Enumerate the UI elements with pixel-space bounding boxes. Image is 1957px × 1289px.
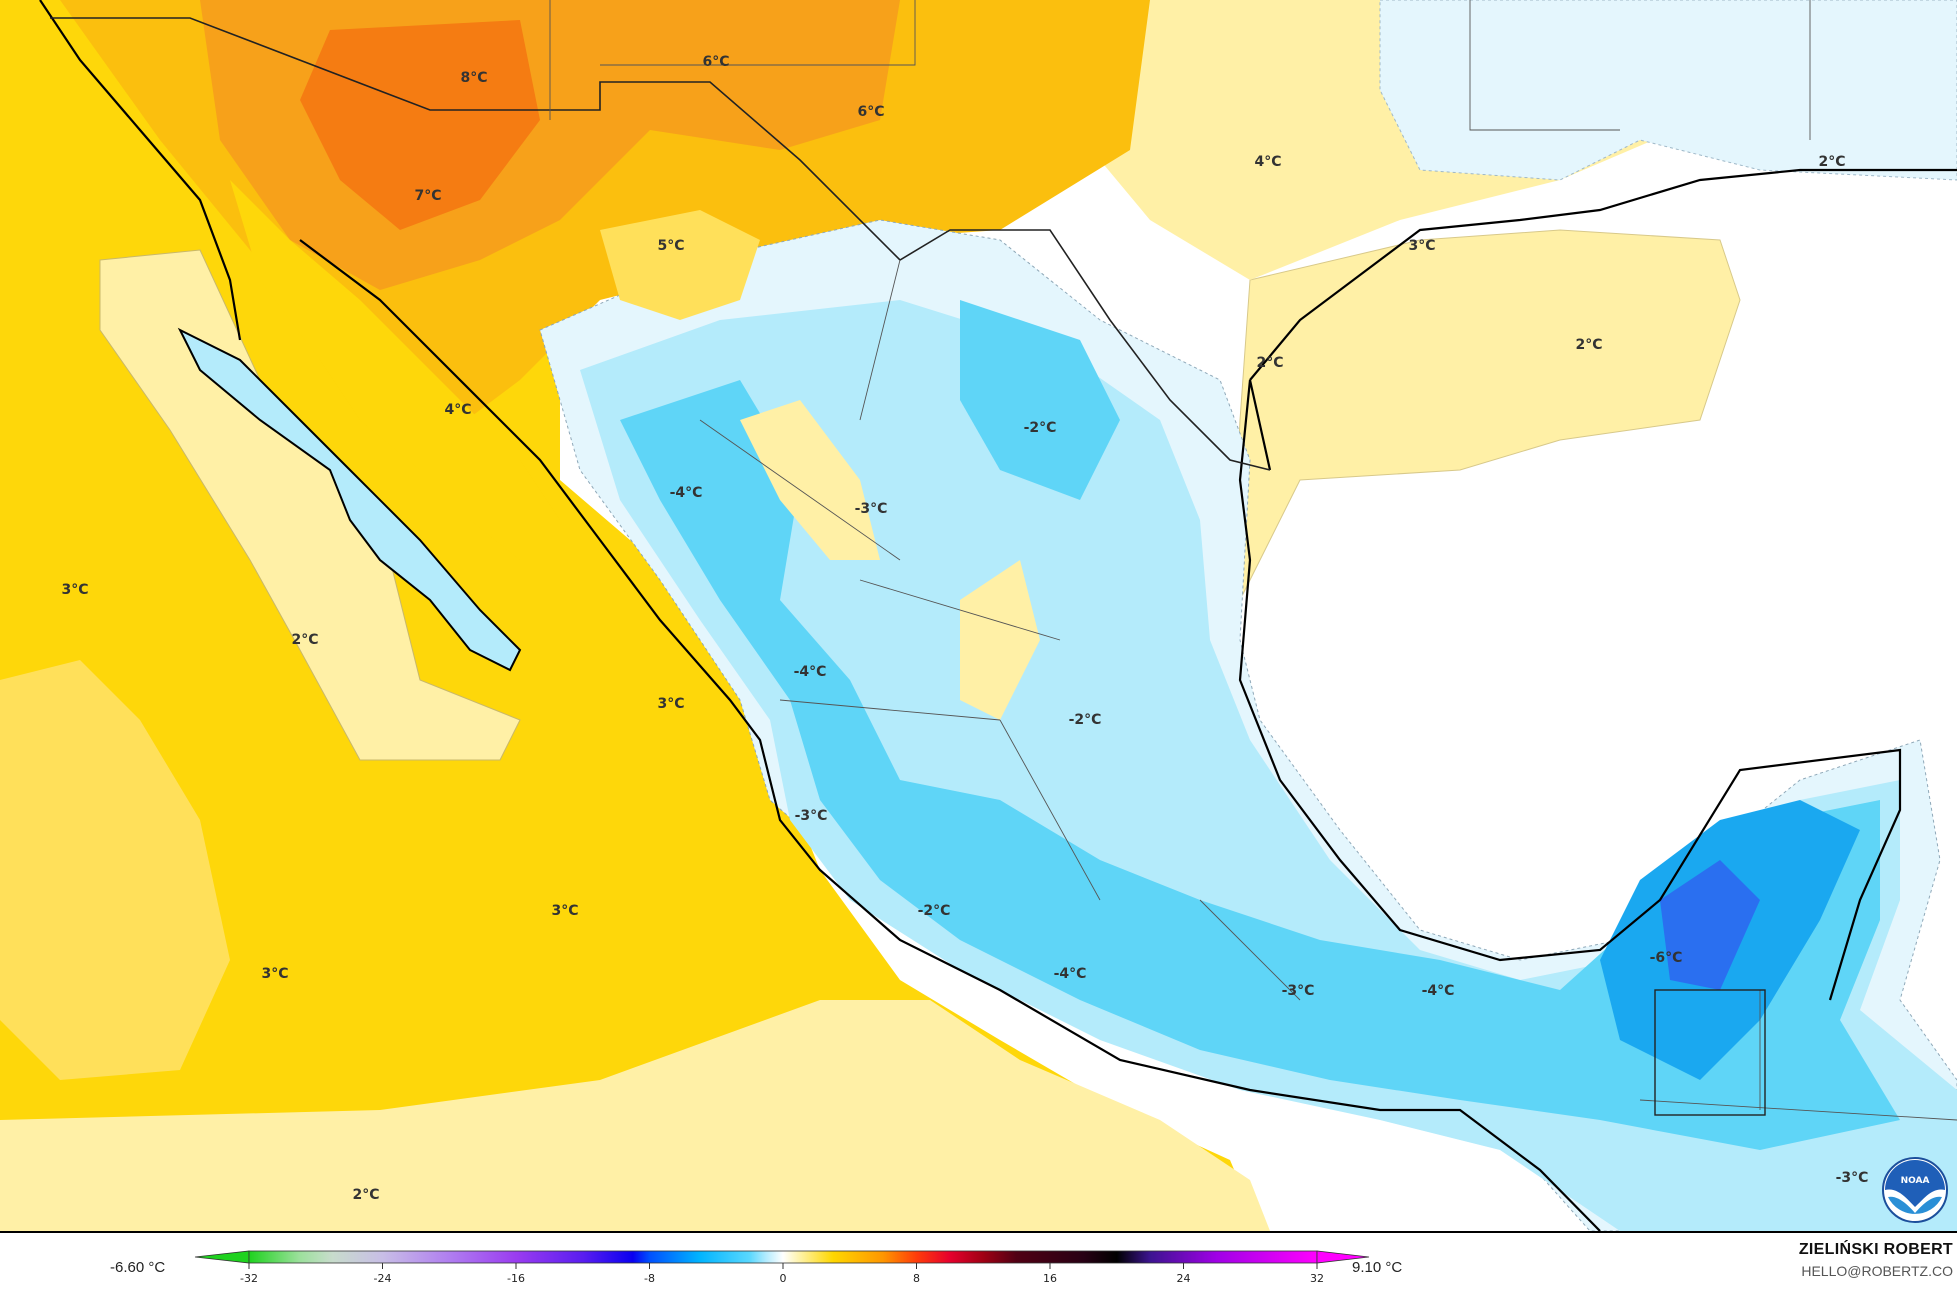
temperature-label: 4°C xyxy=(1254,154,1281,170)
southwest-pale-region xyxy=(0,660,230,1080)
central-plateau-warm-region xyxy=(740,400,880,560)
pacific-pale-band xyxy=(0,1000,1270,1231)
colorbar-tick-label: -16 xyxy=(507,1272,525,1285)
yucatan-coldest-region xyxy=(1660,860,1760,990)
temperature-label: 3°C xyxy=(261,966,288,982)
legend-min-value: -6.60 °C xyxy=(110,1259,166,1276)
temperature-label: -2°C xyxy=(1024,420,1057,436)
temperature-label: 2°C xyxy=(1256,355,1283,371)
colorbar-min-arrow xyxy=(194,1250,250,1264)
temperature-label: -4°C xyxy=(670,485,703,501)
coastline xyxy=(39,0,1957,1231)
legend-max-value: 9.10 °C xyxy=(1352,1259,1403,1276)
northeast-cool-region xyxy=(1379,0,1957,181)
temperature-label: -3°C xyxy=(1836,1170,1869,1186)
temperature-label: 6°C xyxy=(857,104,884,120)
belize-guatemala-border xyxy=(1654,989,1766,1116)
temperature-label: -6°C xyxy=(1650,950,1683,966)
author-email[interactable]: HELLO@ROBERTZ.CO xyxy=(1801,1263,1953,1279)
temperature-label: -2°C xyxy=(1069,712,1102,728)
temperature-label: 3°C xyxy=(1408,238,1435,254)
temperature-label: -2°C xyxy=(918,903,951,919)
temperature-label: 6°C xyxy=(702,54,729,70)
colorbar-max-arrow xyxy=(1316,1250,1370,1264)
temperature-label: 8°C xyxy=(460,70,487,86)
colorbar-tick-label: -32 xyxy=(240,1272,258,1285)
temperature-label: -3°C xyxy=(795,808,828,824)
temperature-label: 4°C xyxy=(444,402,471,418)
temperature-label: 7°C xyxy=(414,188,441,204)
mexico-cool-mid-region xyxy=(620,380,1900,1150)
us-mexico-border xyxy=(50,17,1271,471)
author-name: ZIELIŃSKI ROBERT xyxy=(1798,1241,1953,1258)
northern-mexico-warm-region xyxy=(600,210,760,320)
temperature-labels: 8°C 6°C 6°C 4°C 2°C 7°C 5°C 3°C 2°C 2°C 4°C -2°C -4°… xyxy=(61,54,1868,1203)
temperature-label: 3°C xyxy=(657,696,684,712)
colorbar-tick-label: 16 xyxy=(1043,1272,1057,1285)
noaa-logo: NOAA xyxy=(1882,1157,1948,1223)
colorbar-tick-label: 24 xyxy=(1177,1272,1191,1285)
arizona-hottest-region xyxy=(300,20,540,230)
central-plateau-warm-region-2 xyxy=(960,560,1040,720)
colorbar-gradient xyxy=(248,1250,1318,1264)
temperature-label: 2°C xyxy=(1818,154,1845,170)
temperature-label: 2°C xyxy=(352,1187,379,1203)
legend-footer: -6.60 °C -32 -24 -16 -8 0 8 16 24 32 9.10 °C ZIE… xyxy=(0,1231,1957,1289)
temperature-label: -3°C xyxy=(855,501,888,517)
temperature-label: -3°C xyxy=(1282,983,1315,999)
colorbar-tick-label: 0 xyxy=(780,1272,787,1285)
baja-california-region xyxy=(177,327,522,672)
temperature-label: 2°C xyxy=(291,632,318,648)
temperature-label: 2°C xyxy=(1575,337,1602,353)
gulf-of-california xyxy=(230,180,560,560)
temperature-label: -4°C xyxy=(1054,966,1087,982)
sierra-madre-cool-region xyxy=(960,300,1120,500)
temperature-label: 5°C xyxy=(657,238,684,254)
temperature-label: -4°C xyxy=(794,664,827,680)
color-scale-bar: -32 -24 -16 -8 0 8 16 24 32 xyxy=(194,1250,1370,1285)
colorbar-tick-label: -24 xyxy=(374,1272,392,1285)
colorbar-tick-label: -8 xyxy=(644,1272,655,1285)
temperature-label: -4°C xyxy=(1422,983,1455,999)
colorbar-tick-label: 8 xyxy=(913,1272,920,1285)
colorbar-tick-label: 32 xyxy=(1310,1272,1324,1285)
author-credit: ZIELIŃSKI ROBERT HELLO@ROBERTZ.CO xyxy=(1799,1241,1953,1279)
temperature-anomaly-map: 8°C 6°C 6°C 4°C 2°C 7°C 5°C 3°C 2°C 2°C 4°C -2°C -4°… xyxy=(0,0,1957,1231)
temperature-label: 3°C xyxy=(551,903,578,919)
noaa-logo-text: NOAA xyxy=(1901,1176,1930,1186)
temperature-label: 3°C xyxy=(61,582,88,598)
